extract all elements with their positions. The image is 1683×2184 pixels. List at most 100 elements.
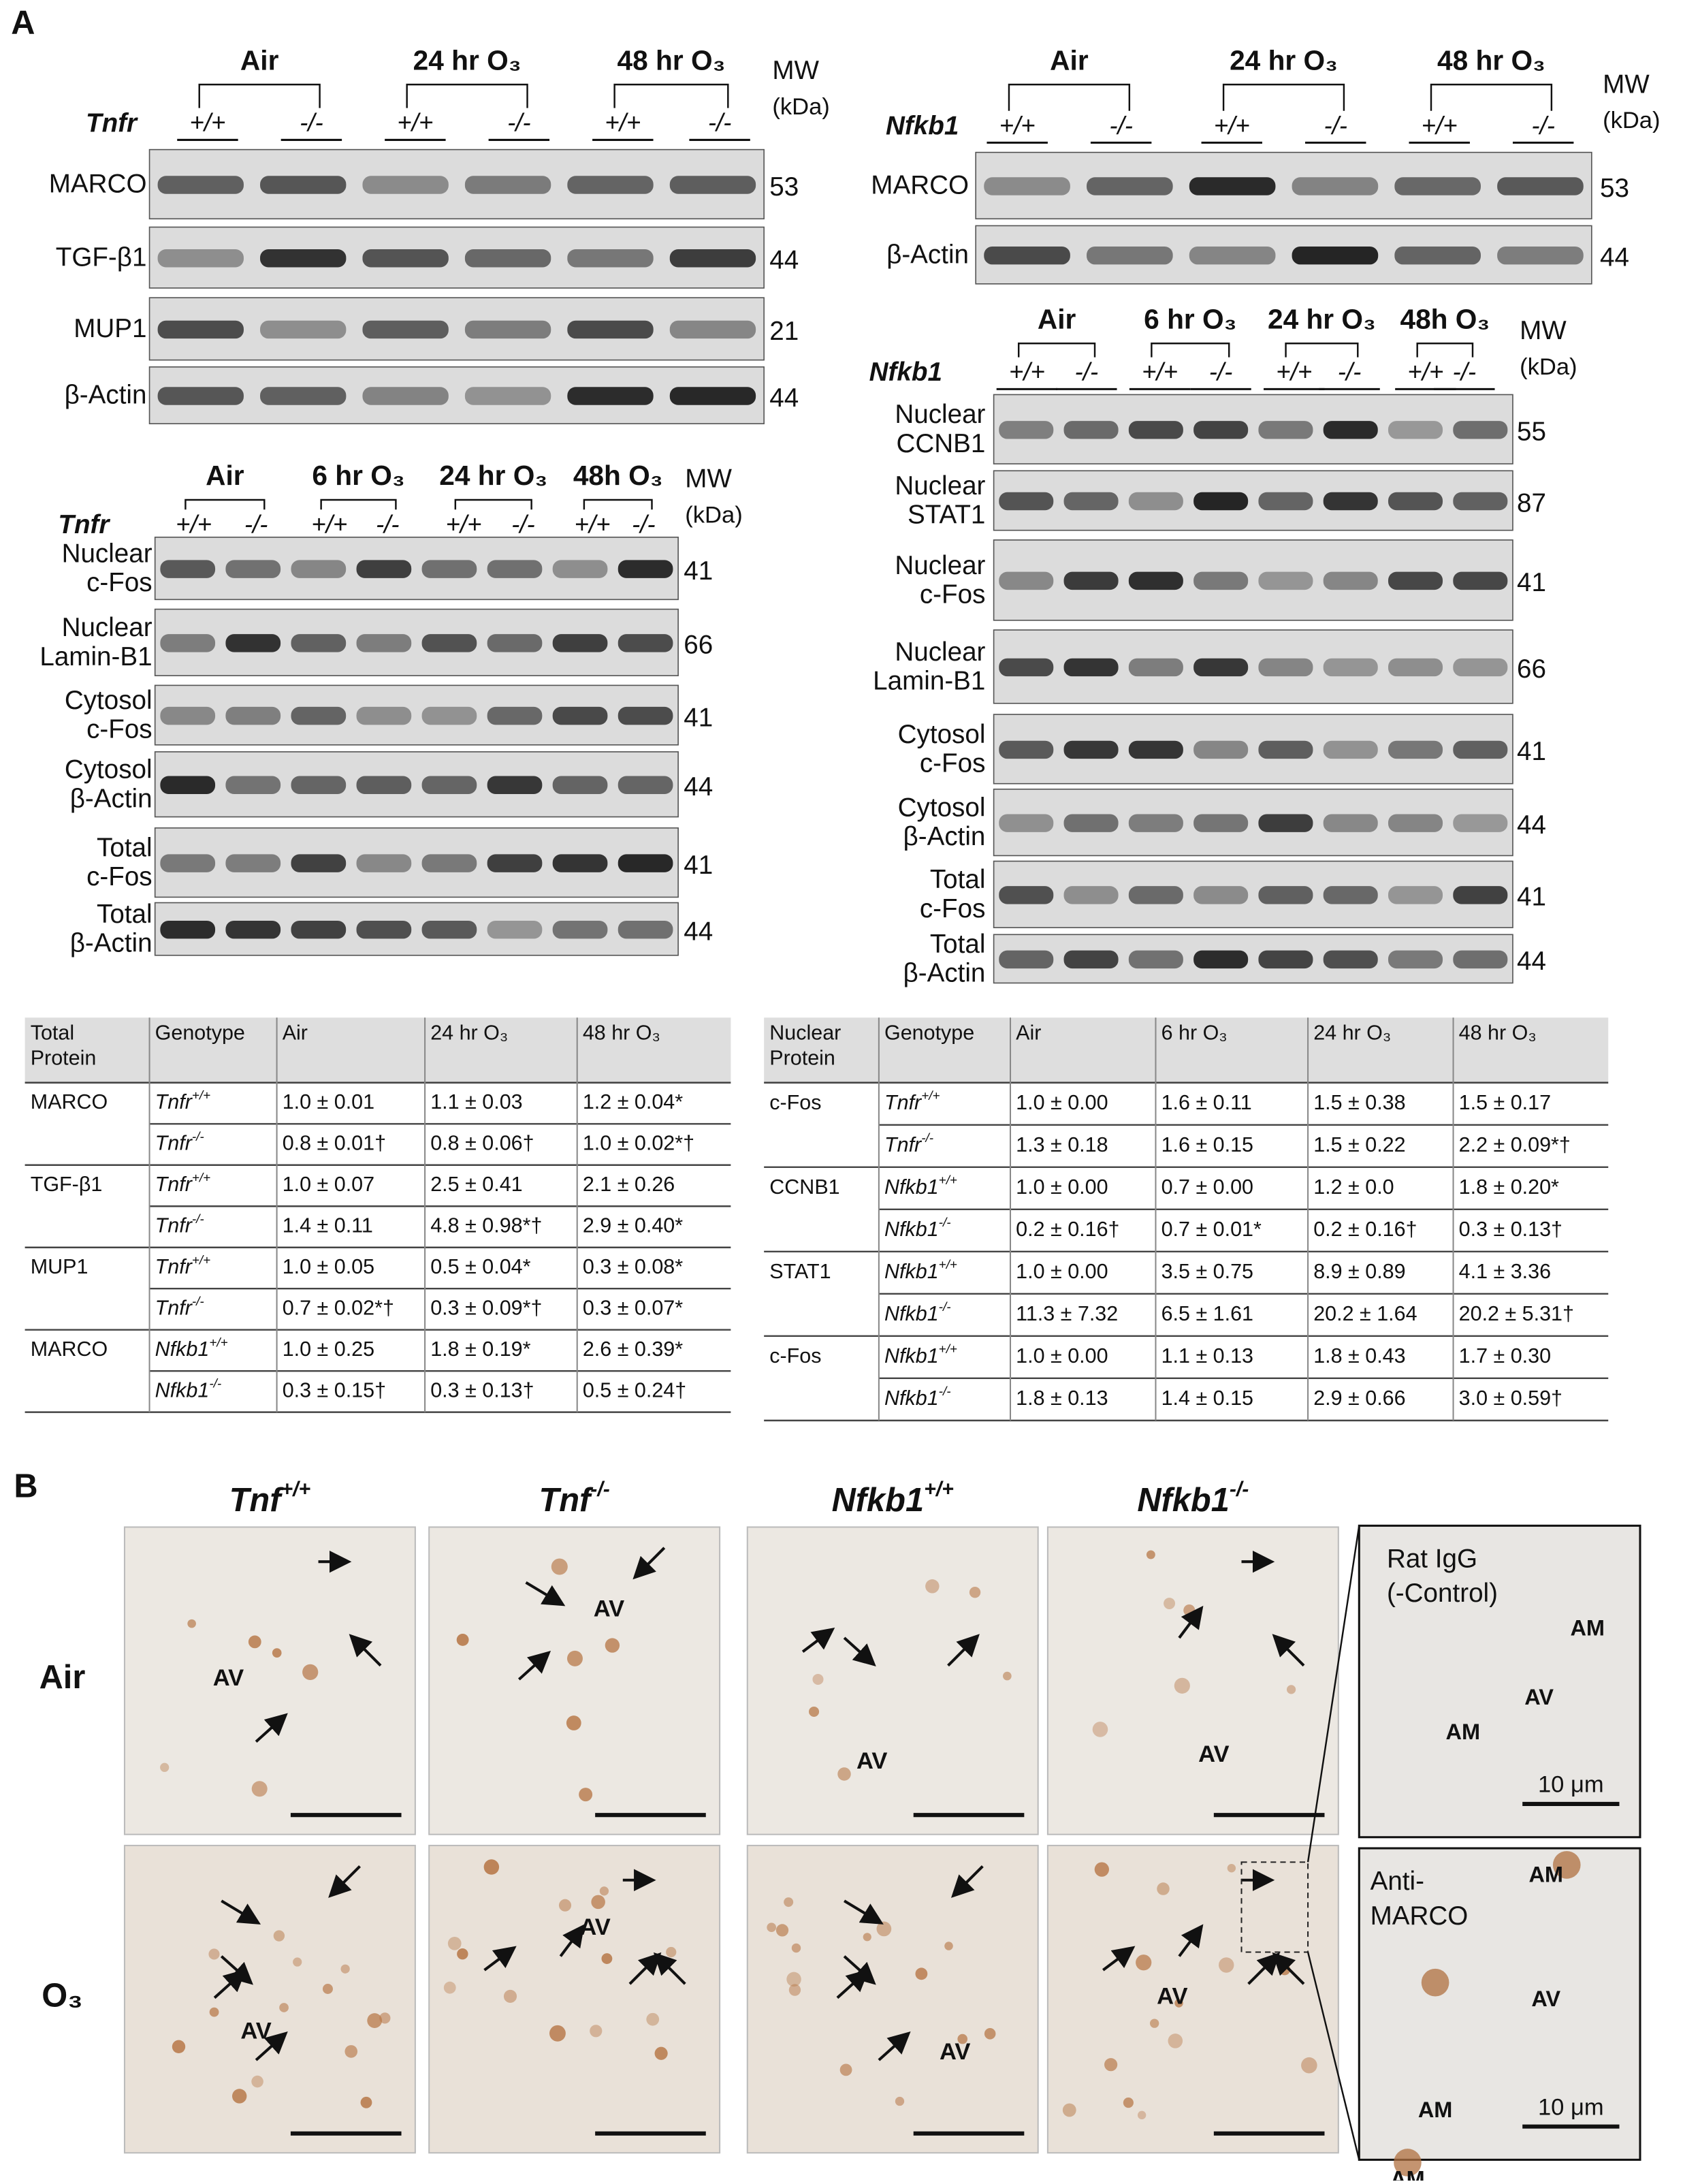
arrow [947,1634,980,1667]
arrow [1102,1946,1136,1972]
stained-cell [1003,1671,1012,1681]
table-protein: c-Fos [769,1091,821,1114]
column-header-sup: +/+ [924,1478,954,1501]
band [487,776,543,794]
arrow [328,1865,361,1898]
table-genotype-name: Nfkb1 [884,1344,939,1367]
band [552,854,608,872]
band [1453,571,1508,590]
band [1128,886,1183,904]
inset [1358,1847,1641,2161]
bracket [1151,343,1230,358]
band [356,776,412,794]
row-label: c-Fos [86,862,153,891]
table-genotype-sup: +/+ [209,1335,227,1350]
arrow [1178,1605,1204,1639]
column-header: Tnf-/- [539,1478,609,1519]
stained-cell [1094,1862,1109,1877]
genotype: +/+ [311,510,347,538]
stained-cell [1104,2058,1118,2072]
band [225,634,281,652]
group-label: 48h O₃ [1400,303,1490,334]
mw-value: 87 [1517,488,1546,518]
band [999,740,1054,759]
band [1063,571,1119,590]
column-header-name: Nfkb1 [1137,1482,1230,1519]
band [567,387,654,405]
band [1453,421,1508,439]
band [464,249,551,268]
band [487,634,543,652]
micrograph [123,1526,416,1835]
table-header: Nuclear [769,1022,841,1045]
group-label: Air [1038,303,1076,334]
arrow [950,1865,984,1898]
micrograph [1046,1526,1339,1835]
inset-label: AM [1418,2098,1453,2122]
stained-cell [1123,2098,1134,2108]
table-genotype-sup: -/- [192,1212,204,1226]
row-header: Air [39,1659,86,1696]
table-genotype: Tnfr+/+ [155,1253,211,1278]
table-genotype-sup: -/- [939,1216,951,1230]
genotype: -/- [1531,112,1555,140]
stained-cell [666,1946,677,1958]
band [1087,177,1173,195]
table-value: 1.3 ± 0.18 [1016,1133,1108,1156]
table-value: 1.4 ± 0.11 [283,1214,373,1237]
band [421,776,477,794]
inset-label: Rat IgG [1387,1544,1477,1573]
table-genotype-name: Nfkb1 [884,1387,939,1410]
table-value: 0.5 ± 0.04* [430,1255,530,1278]
column-header: Tnf+/+ [229,1478,311,1519]
panel-label: A [11,5,35,42]
column-header: Nfkb1-/- [1137,1478,1249,1519]
mw-value: 53 [769,172,799,202]
band [1388,740,1443,759]
band [669,320,756,339]
band [160,920,216,939]
table-value: 0.7 ± 0.00 [1161,1175,1253,1199]
blot-strip [993,860,1513,928]
table-value: 1.5 ± 0.22 [1313,1133,1405,1156]
group-label: Air [240,44,279,76]
band [260,387,347,405]
band [421,920,477,939]
band [1388,658,1443,677]
genotype-label: Tnfr [86,108,138,138]
table-genotype-sup: +/+ [192,1171,210,1185]
table-genotype: Tnfr-/- [155,1295,204,1320]
band [1258,740,1313,759]
row-label: Total [930,865,986,894]
row-label: Total [930,930,986,959]
stained-cell [1421,1968,1449,1997]
table-value: 0.3 ± 0.07* [583,1296,683,1319]
band [552,634,608,652]
stained-cell [443,1981,456,1994]
table-genotype-sup: +/+ [939,1173,957,1188]
table-genotype: Tnfr-/- [884,1131,933,1156]
column-header-name: Nfkb1 [832,1482,925,1519]
stained-cell [767,1922,777,1933]
table-genotype-name: Nfkb1 [884,1302,939,1325]
band [1258,571,1313,590]
stained-cell [1164,1598,1176,1610]
band [618,634,673,652]
band [1323,950,1378,969]
inset-label: AV [1531,1987,1560,2011]
stained-cell [457,1948,468,1960]
mw-label: MW [685,464,732,494]
band [225,920,281,939]
stained-cell [788,1984,801,1996]
stained-cell [1157,1882,1170,1895]
stained-cell [1136,1954,1152,1971]
mw-unit: (kDa) [772,94,829,120]
arrow [653,1952,686,1985]
table-genotype: Tnfr+/+ [155,1171,211,1196]
band [1128,492,1183,511]
band [1193,886,1249,904]
stained-cell [360,2096,372,2108]
table-value: 8.9 ± 0.89 [1313,1260,1405,1283]
band [1063,950,1119,969]
stained-cell [322,1984,333,1995]
